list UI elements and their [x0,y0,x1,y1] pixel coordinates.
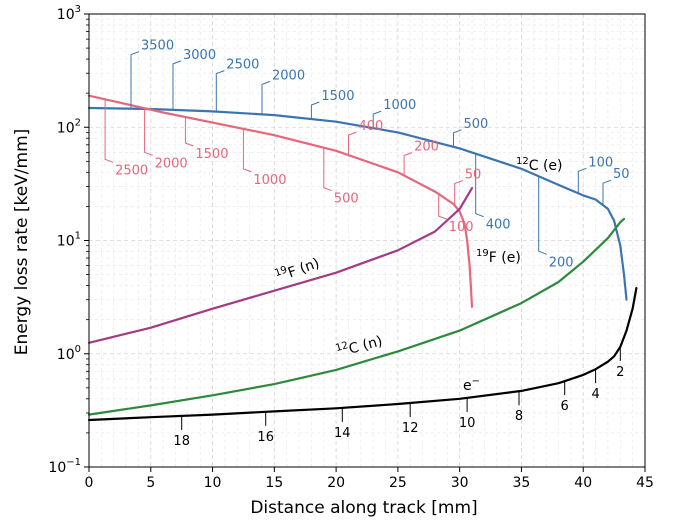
y-tick-label: 101 [57,231,81,250]
annotation-label: 200 [549,255,574,270]
annotation-leader [130,51,140,109]
series-line-f19e [87,94,474,308]
annotation-label: 3500 [141,39,174,54]
annotation-label: 2500 [115,163,148,178]
annotation-leader [403,152,413,176]
x-tick-label: 30 [451,475,469,491]
y-tick-label: 102 [57,117,81,136]
annotation-label: 100 [449,220,474,235]
annotation-label: 1000 [253,173,286,188]
annotation-leader [348,131,357,156]
annotation-label: 4 [591,387,599,402]
annotation-label: 500 [334,192,359,207]
annotation-label: 14 [334,426,351,441]
y-tick-label: 103 [57,4,81,23]
grid-lines [88,13,646,468]
annotation-label: 10 [459,416,476,431]
annotation-label: 50 [465,168,482,183]
series-line-c12n [87,217,626,416]
x-tick-label: 35 [513,475,531,491]
x-tick-label: 15 [265,475,283,491]
curve-label-electron: e− [463,376,480,394]
annotations: 3500300025002000150010005004002001005025… [104,39,630,449]
annotation-leader [323,147,332,192]
annotation-label: 1500 [321,89,354,104]
annotation-leader [184,117,194,147]
annotation-label: 6 [561,399,569,414]
x-tick-label: 20 [327,475,345,491]
annotation-label: 500 [464,117,489,132]
annotation-leader [104,99,114,163]
annotation-leader [215,70,225,112]
x-tick-label: 25 [389,475,407,491]
annotation-leader [172,60,182,110]
curve-label-c12e: 12C (e) [516,156,563,174]
annotation-label: 100 [588,155,613,170]
data-curves [87,94,638,422]
x-tick-label: 5 [146,475,155,491]
y-axis-label: Energy loss rate [keV/mm] [12,129,32,356]
annotation-leader [144,108,153,156]
annotation-leader [454,180,463,206]
annotation-leader [242,128,252,173]
x-tick-label: 40 [574,475,592,491]
annotation-label: 8 [515,409,523,424]
annotation-leader [538,176,547,255]
annotation-label: 18 [173,434,190,449]
annotation-label: 2000 [272,68,305,83]
x-tick-label: 10 [204,475,222,491]
annotation-label: 2000 [155,156,188,171]
annotation-label: 50 [613,167,630,182]
y-tick-label: 10−1 [48,457,81,476]
annotation-label: 2 [616,365,624,380]
annotation-leader [475,153,484,218]
annotation-label: 16 [257,430,274,445]
x-tick-label: 45 [636,475,654,491]
series-line-electron [87,287,638,422]
y-tick-label: 100 [57,344,81,363]
annotation-leader [453,129,462,147]
annotation-label: 400 [359,119,384,134]
annotation-leader [261,80,271,115]
annotation-leader [438,194,447,220]
annotation-leader [602,179,612,206]
annotation-leader [372,110,382,129]
annotation-label: 12 [402,421,419,436]
curve-label-f19e: 19F (e) [476,248,521,266]
annotation-label: 400 [486,218,511,233]
annotation-label: 3000 [183,48,216,63]
x-tick-label: 0 [85,475,94,491]
x-axis-label: Distance along track [mm] [250,498,477,518]
annotation-label: 1000 [383,98,416,113]
series-line-f19n [87,187,474,344]
plot-frame [88,13,646,468]
annotation-label: 1500 [195,147,228,162]
series-line-c12e [87,106,628,301]
annotation-label: 200 [414,140,439,155]
annotation-leader [577,167,587,194]
annotation-leader [310,101,320,119]
annotation-label: 2500 [226,58,259,73]
